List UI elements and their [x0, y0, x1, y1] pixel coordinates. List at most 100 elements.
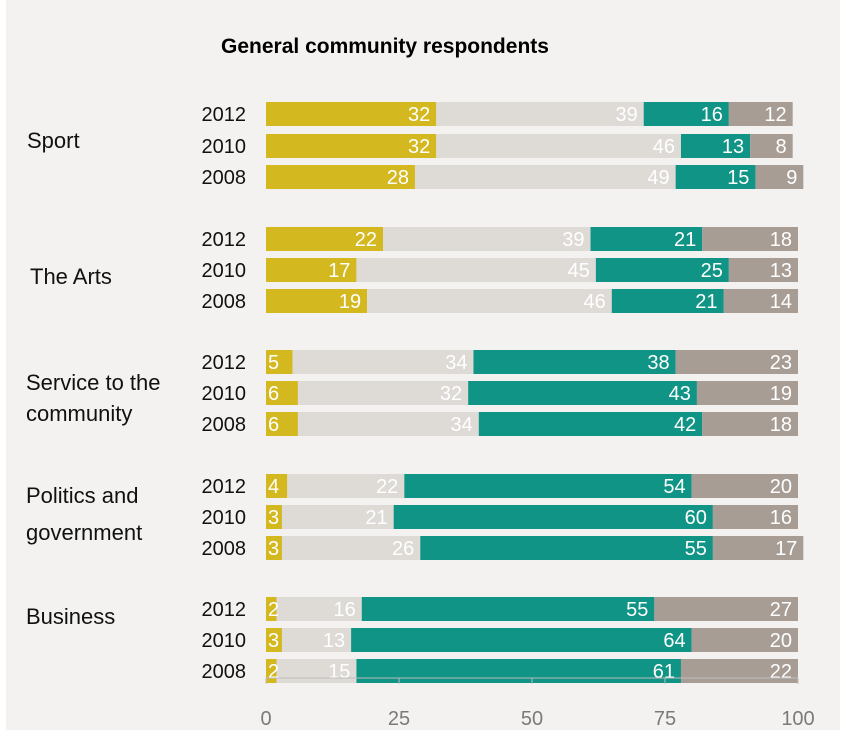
year-label: 2008	[202, 291, 247, 313]
data-label: 45	[568, 260, 590, 282]
bar-segment-seg-2	[292, 350, 474, 374]
bar-segment-seg-2	[276, 597, 362, 621]
data-label: 2	[268, 661, 279, 683]
data-label: 39	[562, 229, 584, 251]
chart-title: General community respondents	[221, 35, 549, 58]
group-label: Service to the community	[26, 370, 161, 426]
year-label: 2008	[202, 538, 247, 560]
data-label: 64	[663, 630, 685, 652]
data-label: 16	[701, 104, 723, 126]
bar-segment-seg-4	[702, 412, 798, 436]
bar-segment-seg-4	[680, 659, 798, 683]
year-label: 2008	[202, 414, 247, 436]
data-label: 3	[268, 630, 279, 652]
bar-segment-seg-2	[281, 505, 394, 529]
year-label: 2012	[202, 352, 247, 374]
bar-segment-seg-4	[675, 350, 798, 374]
bar-segment-seg-2	[281, 628, 352, 652]
x-tick-label: 50	[521, 708, 543, 730]
data-label: 21	[695, 291, 717, 313]
bar-segment-seg-1	[266, 350, 293, 374]
data-label: 20	[770, 476, 792, 498]
bar-segment-seg-1	[266, 628, 282, 652]
bar-segment-seg-4	[728, 258, 798, 282]
data-label: 16	[334, 599, 356, 621]
bar-segment-seg-3	[478, 412, 703, 436]
bar-segment-seg-2	[414, 165, 676, 189]
bar-segment-seg-3	[393, 505, 713, 529]
data-label: 42	[674, 414, 696, 436]
data-label: 13	[770, 260, 792, 282]
bar-segment-seg-3	[595, 258, 729, 282]
data-label: 19	[339, 291, 361, 313]
bar-segment-seg-3	[351, 628, 692, 652]
x-tick-label: 75	[654, 708, 676, 730]
data-label: 32	[440, 383, 462, 405]
data-label: 22	[770, 661, 792, 683]
group-label: The Arts	[30, 264, 112, 289]
year-label: 2010	[202, 630, 247, 652]
bar-segment-seg-1	[266, 412, 298, 436]
bar-segment-seg-3	[404, 474, 692, 498]
data-label: 3	[268, 538, 279, 560]
data-label: 4	[268, 476, 279, 498]
data-label: 6	[268, 414, 279, 436]
bar-segment-seg-2	[281, 536, 421, 560]
group-label: Sport	[27, 128, 80, 153]
data-label: 46	[584, 291, 606, 313]
data-label: 38	[647, 352, 669, 374]
bar-segment-seg-4	[723, 289, 798, 313]
bar-segment-seg-3	[473, 350, 676, 374]
year-label: 2012	[202, 599, 247, 621]
bar-segment-seg-3	[675, 165, 756, 189]
bar-segment-seg-2	[436, 134, 681, 158]
year-label: 2012	[202, 229, 247, 251]
data-label: 18	[770, 414, 792, 436]
bar-segment-seg-4	[691, 628, 798, 652]
data-label: 8	[776, 136, 787, 158]
data-label: 55	[626, 599, 648, 621]
data-label: 26	[392, 538, 414, 560]
data-label: 39	[615, 104, 637, 126]
data-label: 12	[764, 104, 786, 126]
data-label: 32	[408, 136, 430, 158]
data-label: 9	[786, 167, 797, 189]
bar-segment-seg-3	[361, 597, 655, 621]
data-label: 49	[647, 167, 669, 189]
data-label: 22	[355, 229, 377, 251]
bar-segment-seg-2	[436, 102, 644, 126]
data-label: 27	[770, 599, 792, 621]
year-label: 2008	[202, 661, 247, 683]
data-label: 28	[387, 167, 409, 189]
bar-segment-seg-2	[297, 381, 469, 405]
bar-segment-seg-1	[266, 659, 277, 683]
data-label: 3	[268, 507, 279, 529]
bar-segment-seg-4	[750, 134, 793, 158]
data-label: 16	[770, 507, 792, 529]
bar-segment-seg-1	[266, 227, 384, 251]
year-label: 2010	[202, 136, 247, 158]
data-label: 34	[451, 414, 473, 436]
bar-segment-seg-2	[276, 659, 357, 683]
bar-segment-seg-1	[266, 505, 282, 529]
bar-segment-seg-1	[266, 289, 368, 313]
bar-segment-seg-4	[755, 165, 804, 189]
bar-segment-seg-2	[383, 227, 591, 251]
data-label: 60	[685, 507, 707, 529]
bar-segment-seg-3	[590, 227, 703, 251]
group-label: Business	[26, 604, 115, 629]
bar-segment-seg-2	[356, 258, 596, 282]
bar-segment-seg-3	[611, 289, 724, 313]
bar-segment-seg-4	[654, 597, 798, 621]
bar-segment-seg-4	[712, 505, 798, 529]
year-label: 2010	[202, 383, 247, 405]
data-label: 18	[770, 229, 792, 251]
data-label: 5	[268, 352, 279, 374]
data-label: 6	[268, 383, 279, 405]
data-label: 32	[408, 104, 430, 126]
bar-segment-seg-4	[712, 536, 804, 560]
bar-segment-seg-1	[266, 102, 437, 126]
year-label: 2012	[202, 476, 247, 498]
data-label: 22	[376, 476, 398, 498]
